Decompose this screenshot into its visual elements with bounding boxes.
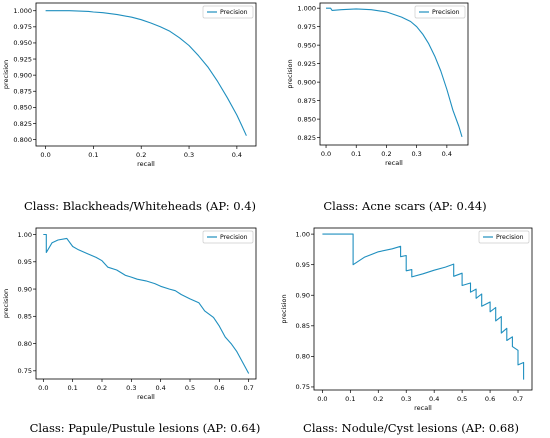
x-tick-label: 0.0 (38, 384, 48, 392)
chart-panel-1: 0.0 0.1 0.2 0.3 0.4 0.800 0.825 0.850 0.875 0.900… (2, 2, 257, 213)
panel-caption: Class: Acne scars (AP: 0.44) (323, 199, 486, 213)
y-tick-label: 0.925 (297, 60, 316, 68)
legend-box (202, 5, 254, 19)
y-tick-label: 1.000 (13, 7, 32, 15)
panel-caption: Class: Blackheads/Whiteheads (AP: 0.4) (24, 199, 256, 213)
x-tick-label: 0.4 (155, 384, 165, 392)
x-tick-label: 0.1 (351, 150, 361, 158)
y-tick-label: 1.00 (18, 231, 32, 239)
chart-panel-3: 0.0 0.1 0.2 0.3 0.4 0.5 0.6 0.7 0.75 0.80 0.85 0.90… (2, 227, 261, 435)
y-tick-label: 0.85 (18, 313, 32, 321)
y-tick-label: 0.825 (297, 134, 316, 142)
legend-box (414, 5, 466, 19)
x-tick-label: 0.1 (67, 384, 77, 392)
plot-frame (35, 2, 257, 147)
chart-panel-4: 0.0 0.1 0.2 0.3 0.4 0.5 0.6 0.7 0.75 0.80 0.85 0.90… (280, 227, 533, 435)
legend-label: Precision (496, 234, 524, 241)
y-tick-label: 0.975 (297, 23, 316, 31)
precision-series-line (45, 10, 247, 136)
y-tick-label: 0.950 (297, 41, 316, 49)
y-tick-label: 0.875 (297, 97, 316, 105)
y-tick-label: 1.00 (296, 230, 310, 238)
panel-caption: Class: Papule/Pustule lesions (AP: 0.64) (30, 421, 261, 435)
x-axis-label: recall (137, 160, 155, 168)
y-tick-label: 0.95 (296, 261, 310, 269)
legend-label: Precision (432, 9, 460, 16)
x-tick-label: 0.1 (88, 151, 98, 159)
precision-series-line (326, 7, 463, 138)
y-tick-label: 0.875 (13, 88, 32, 96)
y-tick-label: 0.75 (18, 367, 32, 375)
y-axis-label: precision (286, 59, 294, 88)
x-axis-label: recall (385, 159, 403, 167)
x-tick-label: 0.4 (232, 151, 242, 159)
y-tick-label: 0.825 (13, 120, 32, 128)
y-tick-label: 0.90 (18, 285, 32, 293)
x-tick-label: 0.0 (40, 151, 50, 159)
y-tick-label: 0.925 (13, 55, 32, 63)
legend-box (478, 230, 530, 244)
x-tick-label: 0.6 (485, 395, 495, 403)
y-tick-label: 0.975 (13, 23, 32, 31)
x-tick-label: 0.7 (243, 384, 253, 392)
x-tick-label: 0.2 (97, 384, 107, 392)
y-tick-label: 0.80 (18, 340, 32, 348)
legend-box (202, 230, 254, 244)
x-tick-label: 0.2 (381, 150, 391, 158)
precision-series-line (43, 233, 250, 374)
x-tick-label: 0.2 (373, 395, 383, 403)
legend-label: Precision (220, 234, 248, 241)
x-tick-label: 0.5 (457, 395, 467, 403)
plot-frame (319, 2, 469, 146)
x-tick-label: 0.4 (442, 150, 452, 158)
y-axis-label: precision (2, 289, 10, 318)
chart-panel-2: 0.0 0.1 0.2 0.3 0.4 0.825 0.850 0.875 0.900 0.925… (286, 2, 487, 213)
x-tick-label: 0.5 (185, 384, 195, 392)
y-tick-label: 0.850 (297, 115, 316, 123)
x-tick-label: 0.3 (401, 395, 411, 403)
y-tick-label: 0.800 (13, 136, 32, 144)
plot-frame (313, 227, 533, 391)
precision-series-line (322, 233, 525, 380)
y-tick-label: 0.950 (13, 39, 32, 47)
y-axis-label: precision (280, 294, 288, 323)
y-axis-label: precision (2, 60, 10, 89)
x-tick-label: 0.3 (126, 384, 136, 392)
x-axis-label: recall (414, 404, 432, 412)
y-tick-label: 0.80 (296, 353, 310, 361)
y-tick-label: 0.90 (296, 292, 310, 300)
x-axis-label: recall (137, 393, 155, 401)
y-tick-label: 1.000 (297, 4, 316, 12)
x-tick-label: 0.0 (317, 395, 327, 403)
y-tick-label: 0.900 (297, 78, 316, 86)
x-tick-label: 0.4 (429, 395, 439, 403)
x-tick-label: 0.6 (214, 384, 224, 392)
x-tick-label: 0.2 (136, 151, 146, 159)
x-tick-label: 0.3 (411, 150, 421, 158)
y-tick-label: 0.900 (13, 71, 32, 79)
y-tick-label: 0.75 (296, 383, 310, 391)
y-tick-label: 0.95 (18, 258, 32, 266)
y-tick-label: 0.85 (296, 322, 310, 330)
legend-label: Precision (220, 9, 248, 16)
x-tick-label: 0.1 (345, 395, 355, 403)
y-tick-label: 0.850 (13, 104, 32, 112)
x-tick-label: 0.3 (184, 151, 194, 159)
x-tick-label: 0.7 (513, 395, 523, 403)
plot-frame (35, 227, 257, 380)
x-tick-label: 0.0 (321, 150, 331, 158)
panel-caption: Class: Nodule/Cyst lesions (AP: 0.68) (303, 421, 519, 435)
